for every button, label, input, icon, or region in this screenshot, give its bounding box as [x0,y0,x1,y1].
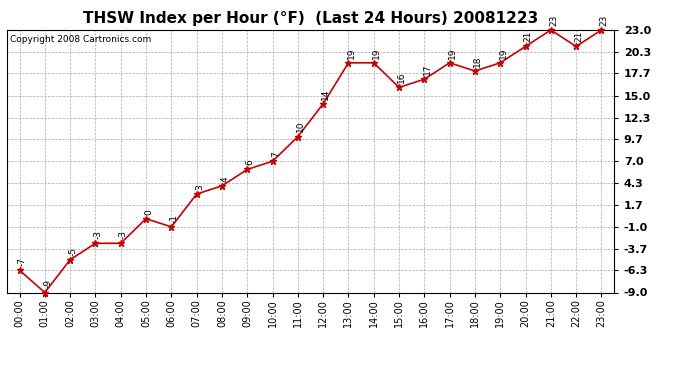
Text: 6: 6 [246,159,255,165]
Text: 16: 16 [397,72,406,83]
Text: -7: -7 [18,257,27,266]
Text: 19: 19 [372,47,381,58]
Text: 10: 10 [296,121,305,132]
Text: 21: 21 [575,31,584,42]
Text: 19: 19 [448,47,457,58]
Text: -3: -3 [94,230,103,239]
Text: 19: 19 [499,47,508,58]
Text: -5: -5 [68,246,77,255]
Text: -3: -3 [119,230,128,239]
Text: 19: 19 [347,47,356,58]
Text: 17: 17 [423,63,432,75]
Text: 3: 3 [195,184,204,190]
Text: 21: 21 [524,31,533,42]
Text: THSW Index per Hour (°F)  (Last 24 Hours) 20081223: THSW Index per Hour (°F) (Last 24 Hours)… [83,11,538,26]
Text: 0: 0 [144,209,153,214]
Text: 7: 7 [271,152,280,157]
Text: 23: 23 [600,15,609,26]
Text: Copyright 2008 Cartronics.com: Copyright 2008 Cartronics.com [10,35,151,44]
Text: 18: 18 [473,56,482,67]
Text: -9: -9 [43,279,52,288]
Text: -1: -1 [170,214,179,223]
Text: 14: 14 [322,88,331,100]
Text: 23: 23 [549,15,558,26]
Text: 4: 4 [220,176,229,182]
